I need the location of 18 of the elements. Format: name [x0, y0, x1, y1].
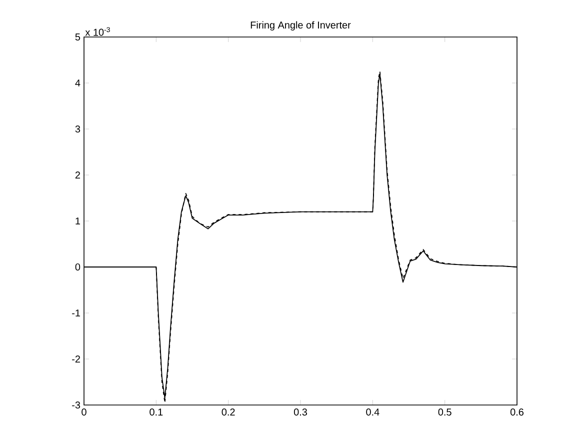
x-tick-label: 0.1	[150, 408, 163, 416]
text: x 10$^{-3}$	[85, 27, 110, 36]
y-tick-label: 4	[75, 80, 80, 86]
x-tick-label: 0.2	[222, 408, 235, 416]
y-tick-label: 3	[75, 125, 80, 133]
chart-title: Firing Angle of Inverter	[250, 21, 351, 30]
y-tick-label: -2	[72, 356, 80, 362]
x-tick-label: 0.3	[294, 408, 307, 416]
x-tick-label: 0.4	[366, 408, 380, 416]
y-tick-label: 2	[75, 172, 80, 178]
x-tick-label: 0.5	[438, 408, 452, 416]
y-tick-label: -3	[72, 401, 80, 409]
x-tick-label: 0	[82, 408, 86, 416]
y-tick-label: -1	[72, 310, 80, 316]
y-tick-label: 5	[75, 34, 80, 40]
y-tick-label: 1	[76, 218, 80, 224]
y-tick-label: 0	[75, 263, 80, 271]
x-tick-label: 0.6	[510, 408, 524, 416]
